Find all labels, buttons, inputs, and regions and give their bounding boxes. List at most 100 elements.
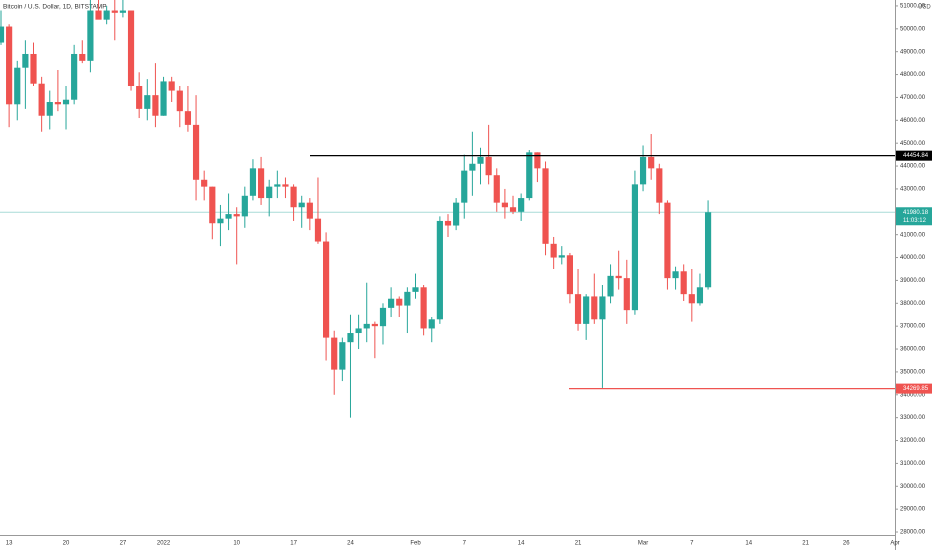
candle-body [274, 184, 281, 187]
candle-body [583, 296, 590, 324]
x-tick-label: 21 [802, 541, 809, 547]
candle-body [225, 214, 232, 219]
x-tick-label: 26 [843, 541, 850, 547]
candle-body [688, 294, 695, 304]
y-tick-label: 41000.00 [900, 232, 926, 238]
candle-body [38, 83, 45, 116]
candle-body [704, 212, 712, 288]
candle-body [0, 26, 5, 43]
y-tick-label: 36000.00 [900, 347, 926, 353]
x-tick-label: 14 [745, 541, 752, 547]
y-tick-label: 46000.00 [900, 118, 926, 124]
candle-body [257, 168, 265, 199]
x-tick-label: 20 [63, 541, 70, 547]
y-tick-label: 51000.00 [900, 4, 926, 10]
candle-body [526, 152, 533, 199]
candle-body [347, 333, 354, 343]
candle-body [290, 186, 297, 208]
candle-body [71, 53, 78, 100]
candle-body [436, 220, 443, 320]
y-tick-label: 39000.00 [900, 278, 926, 284]
candle-body [266, 186, 273, 199]
candle-body [103, 10, 110, 20]
candle-body [79, 53, 86, 61]
x-tick-label: 2022 [157, 541, 171, 547]
y-tick-label: 45000.00 [900, 141, 926, 147]
last-price-label: 41980.18 [903, 210, 929, 216]
candle-body [152, 95, 159, 116]
candle-body [46, 102, 53, 116]
candle-body [566, 255, 573, 295]
candle-body [420, 287, 427, 329]
candle-body [184, 111, 192, 125]
candle-body [542, 168, 549, 244]
candle-body [355, 328, 362, 334]
currency-label: USD [918, 5, 931, 11]
y-tick-label: 40000.00 [900, 255, 926, 261]
y-tick-label: 38000.00 [900, 301, 926, 307]
candle-body [534, 152, 541, 169]
resistance-label: 44454.84 [903, 153, 929, 159]
candle-body [314, 218, 322, 242]
candle-body [363, 323, 370, 329]
y-tick-label: 44000.00 [900, 164, 926, 170]
candle-body [664, 202, 671, 279]
candle-body [241, 195, 248, 217]
candle-body [95, 10, 102, 20]
candle-body [469, 163, 476, 171]
candle-body [168, 81, 175, 91]
candle-body [477, 156, 484, 164]
candle-body [144, 95, 151, 109]
y-tick-label: 48000.00 [900, 72, 926, 78]
candle-body [339, 342, 346, 370]
x-tick-label: 24 [347, 541, 354, 547]
candle-body [54, 102, 61, 105]
candle-body [607, 275, 614, 297]
x-tick-label: 10 [233, 541, 240, 547]
candle-body [136, 86, 143, 109]
candle-body [323, 241, 330, 338]
candle-body [176, 90, 183, 112]
y-tick-label: 28000.00 [900, 530, 926, 536]
x-tick-label: 7 [690, 541, 694, 547]
x-tick-label: 14 [518, 541, 525, 547]
candle-body [574, 294, 582, 324]
candle-body [599, 296, 606, 320]
candle-body [62, 99, 70, 105]
candle-body [550, 243, 557, 258]
candle-body [87, 10, 94, 61]
candle-body [501, 202, 508, 208]
candle-body [558, 255, 565, 258]
candle-body [493, 175, 500, 203]
x-tick-label: Apr [890, 541, 899, 547]
candle-body [379, 307, 387, 327]
y-tick-label: 49000.00 [900, 49, 926, 55]
y-tick-label: 33000.00 [900, 415, 926, 421]
candle-body [696, 287, 704, 304]
candle-body [509, 207, 517, 212]
candle-body [306, 202, 313, 219]
candle-body [428, 319, 435, 329]
x-tick-label: Mar [638, 541, 648, 547]
y-tick-label: 50000.00 [900, 26, 926, 32]
candle-body [623, 278, 630, 311]
candle-body [461, 170, 468, 203]
candle-body [14, 67, 21, 105]
x-tick-label: 21 [575, 541, 582, 547]
candle-body [249, 168, 257, 196]
candle-body [485, 156, 492, 176]
candle-body [396, 298, 403, 306]
y-tick-label: 29000.00 [900, 507, 926, 513]
candle-body [111, 10, 118, 13]
x-tick-label: 13 [6, 541, 13, 547]
candle-body [127, 10, 135, 87]
candle-body [6, 26, 13, 105]
candle-body [331, 337, 338, 370]
candle-body [30, 53, 37, 84]
x-tick-label: 17 [290, 541, 297, 547]
last-price-tag [896, 207, 932, 226]
candle-body [217, 218, 224, 224]
candle-body [591, 296, 598, 320]
y-tick-label: 34000.00 [900, 392, 926, 398]
